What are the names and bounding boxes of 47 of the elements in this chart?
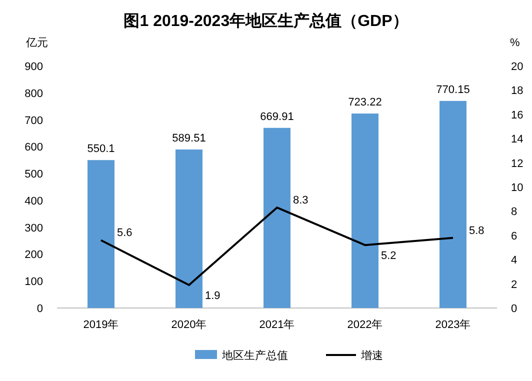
legend-label: 增速	[360, 349, 383, 362]
y2-tick-label: 6	[511, 230, 518, 242]
y2-tick-label: 4	[511, 254, 518, 267]
data-label: 5.6	[117, 227, 132, 240]
data-label: 723.22	[348, 96, 382, 109]
data-label: 1.9	[205, 290, 220, 302]
y2-tick-label: 10	[511, 182, 524, 194]
y-tick-label: 500	[24, 168, 43, 181]
y-tick-label: 200	[24, 249, 43, 262]
y2-tick-label: 8	[511, 206, 518, 218]
bar	[352, 114, 378, 308]
data-label: 8.3	[293, 194, 308, 207]
data-label: 589.51	[172, 132, 206, 144]
x-tick-label: 2023年	[435, 319, 471, 331]
x-tick-label: 2021年	[259, 319, 295, 331]
bar	[176, 149, 202, 308]
y-axis-title: 亿元	[25, 37, 48, 49]
legend-label: 地区生产总值	[221, 349, 288, 362]
x-tick-label: 2019年	[83, 319, 119, 331]
line-series	[100, 206, 454, 286]
y2-tick-label: 16	[511, 109, 524, 122]
x-tick-label: 2022年	[347, 319, 383, 331]
bar	[88, 160, 114, 308]
y2-tick-label: 0	[511, 303, 518, 315]
bar	[264, 128, 290, 308]
y2-tick-label: 2	[511, 278, 518, 291]
y2-tick-label: 14	[511, 134, 524, 146]
y2-tick-label: 20	[511, 61, 524, 73]
y2-axis-title: %	[510, 37, 520, 49]
y-tick-label: 800	[24, 88, 43, 100]
chart-title: 图1 2019-2023年地区生产总值（GDP）	[124, 12, 408, 30]
y-tick-label: 600	[24, 142, 43, 154]
data-label: 770.15	[436, 84, 470, 96]
y-tick-label: 100	[24, 276, 43, 288]
x-tick-label: 2020年	[171, 319, 207, 331]
y2-tick-label: 18	[511, 85, 524, 98]
data-label: 5.8	[469, 224, 484, 237]
y-tick-label: 0	[36, 303, 43, 315]
data-label: 550.1	[87, 143, 115, 156]
data-label: 669.91	[260, 110, 294, 123]
y-tick-label: 300	[24, 222, 43, 234]
data-label: 5.2	[381, 250, 396, 262]
y-tick-label: 900	[24, 61, 43, 73]
bar	[440, 100, 466, 308]
y2-tick-label: 12	[511, 158, 524, 170]
y-tick-label: 400	[24, 195, 43, 208]
y-tick-label: 700	[24, 114, 43, 127]
